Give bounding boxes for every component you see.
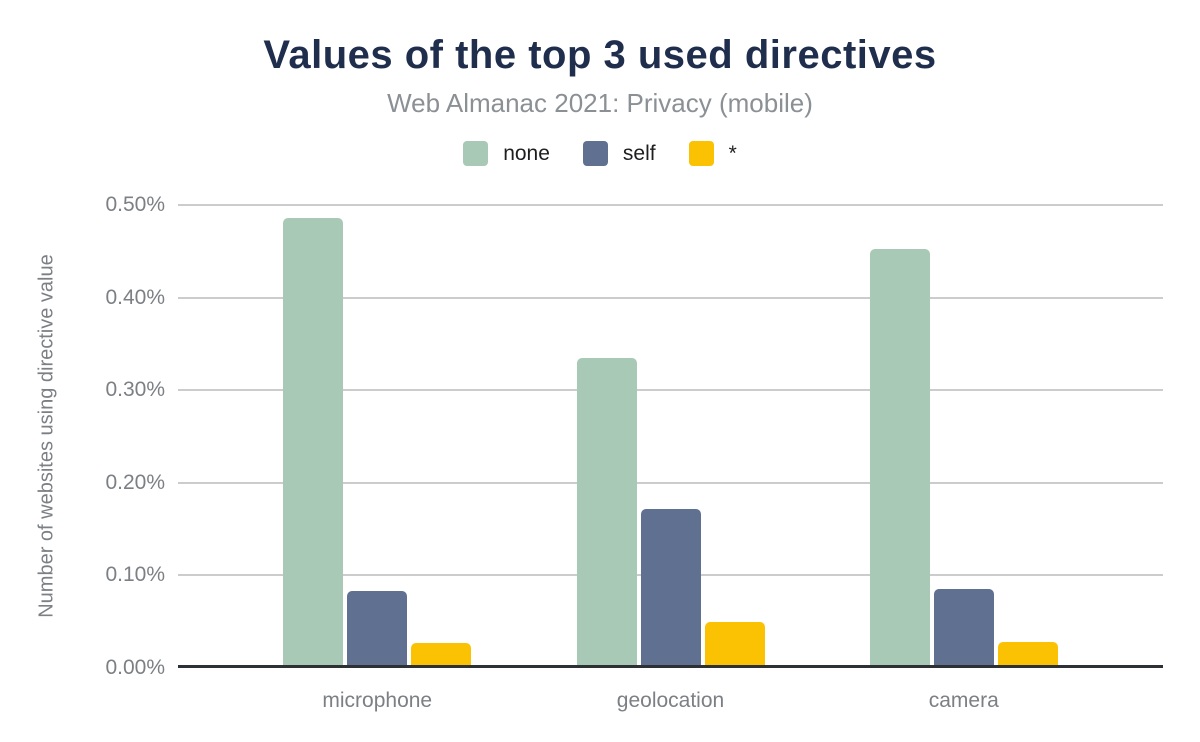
bar-star-geolocation [704, 622, 765, 668]
legend-label: * [728, 141, 737, 165]
legend-label: self [622, 141, 656, 165]
bar-self-geolocation [640, 509, 701, 668]
bar-star-camera [997, 642, 1058, 668]
bar-self-camera [933, 589, 994, 668]
bar-star-microphone [411, 643, 472, 668]
bar-group-microphone [283, 218, 472, 668]
legend: none self * [0, 141, 1200, 166]
gridline [178, 297, 1163, 299]
legend-swatch-icon [582, 141, 608, 166]
gridline [178, 389, 1163, 391]
bars-row [178, 205, 1163, 668]
y-tick-label: 0.20% [105, 471, 165, 494]
bar-group-geolocation [576, 358, 765, 668]
gridline [178, 482, 1163, 484]
legend-swatch-icon [688, 141, 714, 166]
legend-item-self: self [582, 141, 656, 166]
y-tick-label: 0.30% [105, 378, 165, 401]
bar-none-geolocation [576, 358, 637, 668]
chart-title: Values of the top 3 used directives [263, 33, 937, 77]
legend-item-star: * [688, 141, 737, 166]
x-axis-labels: microphone geolocation camera [178, 689, 1163, 713]
y-tick-label: 0.40% [105, 286, 165, 309]
bar-none-microphone [283, 218, 344, 668]
plot-area [178, 204, 1163, 668]
x-axis-label-camera: camera [928, 689, 999, 712]
chart-subtitle: Web Almanac 2021: Privacy (mobile) [387, 88, 813, 118]
x-axis-baseline [178, 665, 1163, 668]
y-tick-label: 0.10% [105, 563, 165, 586]
bar-none-camera [869, 249, 930, 668]
y-tick-label: 0.00% [105, 656, 165, 679]
gridline [178, 204, 1163, 206]
y-tick-label: 0.50% [105, 193, 165, 216]
legend-item-none: none [463, 141, 550, 166]
legend-swatch-icon [463, 141, 489, 166]
x-axis-label-microphone: microphone [322, 689, 433, 712]
x-axis-label-geolocation: geolocation [616, 689, 725, 712]
bar-self-microphone [347, 591, 408, 668]
bar-group-camera [869, 249, 1058, 668]
legend-label: none [503, 141, 550, 165]
